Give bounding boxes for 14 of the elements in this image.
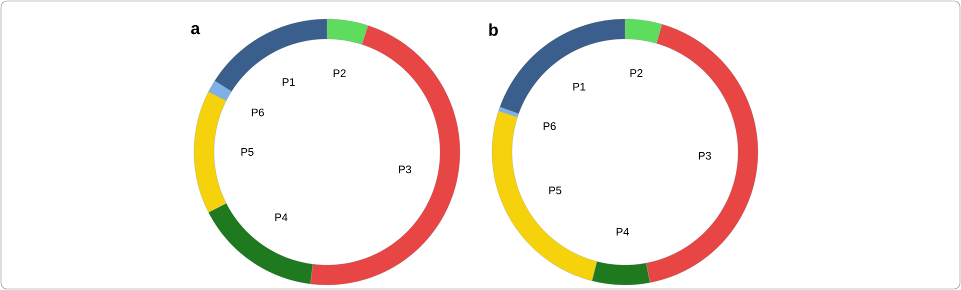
chart-title: a [191, 25, 200, 34]
slice-label: P2 [334, 69, 346, 78]
slice-label: P4 [616, 228, 629, 236]
slice-label: P1 [282, 78, 295, 86]
slice-label: P6 [544, 122, 556, 130]
slice-label: P3 [399, 166, 412, 174]
slice-label: P2 [630, 69, 642, 77]
slice-label: P3 [698, 152, 711, 160]
slice-label: P6 [252, 108, 264, 116]
chart-title: b [489, 23, 498, 36]
slice-label: P5 [241, 148, 254, 156]
slice-label: P1 [573, 82, 586, 90]
slice-label: P4 [275, 214, 288, 222]
slice-label: P5 [549, 186, 562, 194]
